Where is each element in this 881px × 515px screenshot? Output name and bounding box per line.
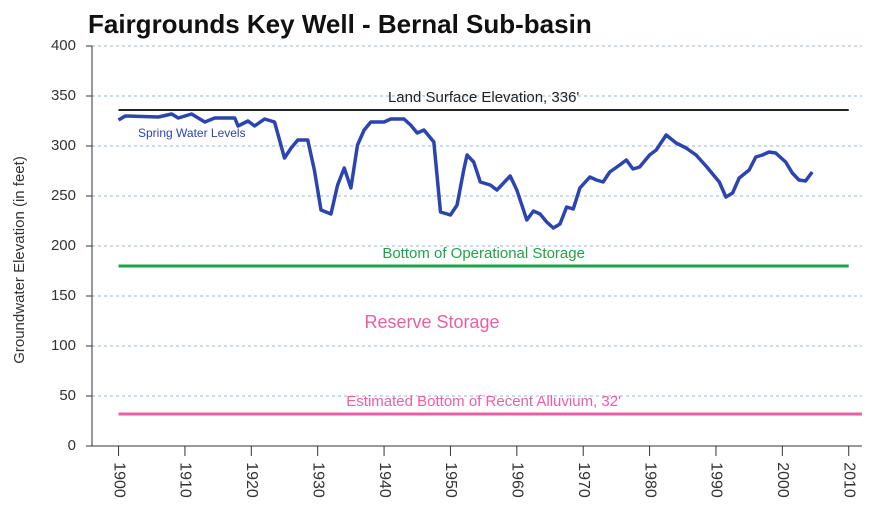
x-tick-label: 1970: [575, 462, 592, 498]
y-tick-label: 350: [51, 87, 76, 104]
series-line: [117, 112, 814, 230]
y-tick-label: 50: [59, 387, 76, 404]
chart-title: Fairgrounds Key Well - Bernal Sub-basin: [88, 9, 592, 39]
x-tick-label: 2000: [774, 462, 791, 498]
reference-label: Land Surface Elevation, 336': [388, 89, 579, 106]
region-label: Reserve Storage: [364, 312, 499, 332]
x-tick-label: 1990: [708, 462, 725, 498]
x-tick-label: 1910: [177, 462, 194, 498]
y-tick-label: 150: [51, 287, 76, 304]
x-tick-label: 1930: [309, 462, 326, 498]
series-label: Spring Water Levels: [138, 126, 246, 140]
y-tick-label: 0: [68, 437, 76, 454]
x-tick-label: 1920: [243, 462, 260, 498]
x-tick-label: 1960: [509, 462, 526, 498]
reference-label: Bottom of Operational Storage: [382, 245, 585, 262]
x-tick-label: 2010: [840, 462, 857, 498]
y-tick-label: 200: [51, 237, 76, 254]
y-tick-label: 300: [51, 137, 76, 154]
x-tick-label: 1950: [442, 462, 459, 498]
x-tick-label: 1900: [110, 462, 127, 498]
y-tick-label: 100: [51, 337, 76, 354]
y-tick-label: 250: [51, 187, 76, 204]
x-tick-label: 1940: [376, 462, 393, 498]
y-tick-label: 400: [51, 37, 76, 54]
reference-label: Estimated Bottom of Recent Alluvium, 32': [346, 393, 621, 410]
x-tick-label: 1980: [641, 462, 658, 498]
y-axis-label: Groundwater Elevation (in feet): [11, 156, 28, 364]
